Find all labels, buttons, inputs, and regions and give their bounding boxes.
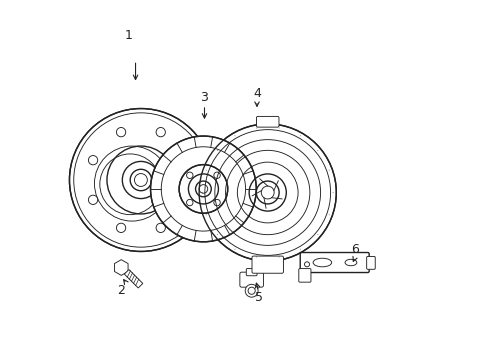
Circle shape [116,127,125,137]
Text: 5: 5 [254,291,262,305]
Circle shape [186,199,193,206]
FancyBboxPatch shape [300,252,368,273]
Circle shape [88,156,98,165]
Circle shape [184,156,193,165]
Circle shape [179,165,227,213]
Circle shape [244,284,258,297]
Circle shape [156,127,165,137]
FancyBboxPatch shape [256,116,278,127]
Circle shape [186,172,193,179]
FancyBboxPatch shape [366,256,374,269]
Circle shape [88,195,98,204]
Circle shape [134,174,147,186]
Ellipse shape [312,258,331,267]
Text: 1: 1 [124,29,132,42]
Polygon shape [124,270,142,288]
FancyBboxPatch shape [240,272,263,287]
Circle shape [184,195,193,204]
Circle shape [156,223,165,233]
Circle shape [150,136,256,242]
Circle shape [261,186,274,199]
Text: 6: 6 [350,243,359,256]
Circle shape [69,109,212,251]
FancyBboxPatch shape [298,269,310,282]
Text: 2: 2 [117,284,125,297]
Text: 4: 4 [253,87,261,100]
FancyBboxPatch shape [246,269,257,276]
Circle shape [199,185,207,193]
Circle shape [213,172,220,179]
Circle shape [199,124,336,261]
Circle shape [247,287,255,294]
FancyBboxPatch shape [251,256,283,273]
Circle shape [213,199,220,206]
Circle shape [116,223,125,233]
Polygon shape [114,260,128,275]
Ellipse shape [345,259,356,266]
Circle shape [304,262,309,267]
Text: 3: 3 [200,91,208,104]
